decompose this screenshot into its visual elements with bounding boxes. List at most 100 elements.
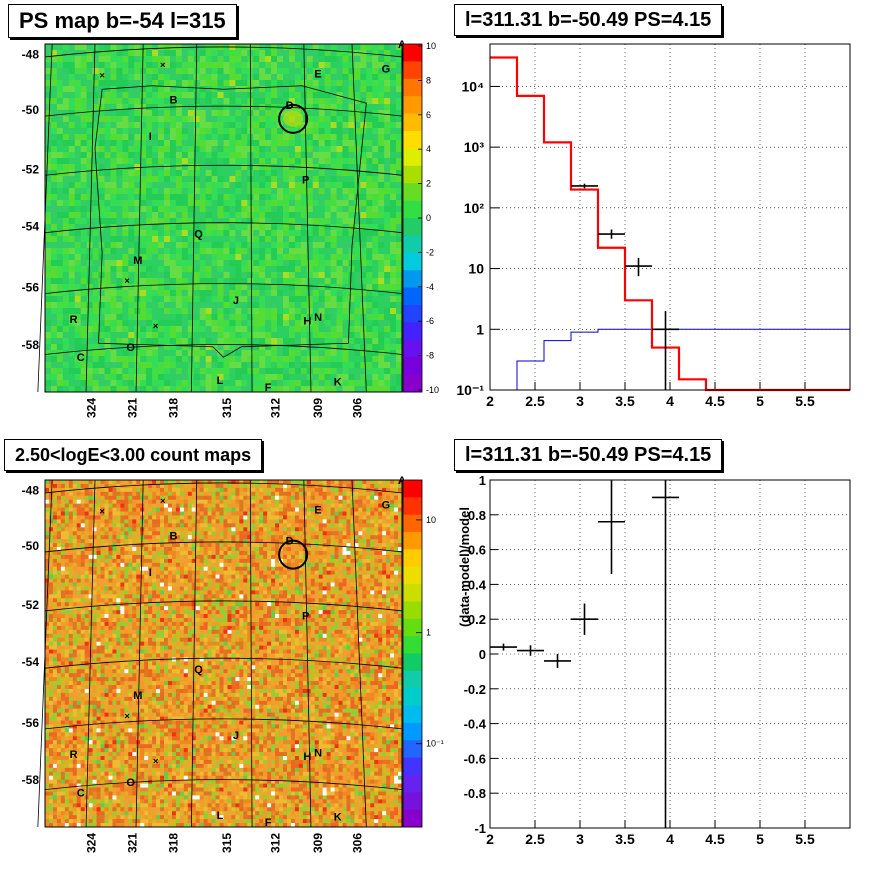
lat-tick-label: -48	[22, 483, 40, 497]
residual-x-tick-label: 3.5	[615, 831, 635, 847]
source-label-N: N	[314, 312, 322, 324]
colorbar-tick-label: 10	[426, 515, 436, 525]
residual-y-tick-label: -1	[474, 821, 486, 836]
count-graticule-lat	[44, 657, 403, 669]
residual-graticule-lon	[303, 43, 312, 393]
source-label-L: L	[217, 375, 224, 387]
residual-colorbar-bin	[403, 96, 422, 115]
spectrum-y-tick-label: 10³	[464, 139, 485, 155]
source-label-G: G	[382, 63, 391, 75]
colorbar-tick-label: -4	[426, 282, 434, 292]
lon-tick-label: 312	[268, 833, 282, 853]
source-label-N: N	[314, 747, 322, 759]
lat-tick-label: -52	[22, 162, 40, 176]
residual-colorbar-bin	[403, 113, 422, 132]
source-label-Q: Q	[194, 664, 203, 676]
source-marker	[153, 323, 159, 329]
source-label-E: E	[314, 504, 321, 516]
source-label-I: I	[149, 567, 152, 579]
residual-colorbar-bin	[403, 252, 422, 271]
lat-tick-label: -56	[22, 716, 40, 730]
residual-colorbar-bin	[403, 305, 422, 323]
lon-tick-label: 315	[220, 398, 234, 418]
roi-outline	[94, 85, 367, 358]
source-marker	[160, 498, 166, 504]
spectrum-x-tick-label: 2	[486, 393, 494, 409]
count-colorbar-bin	[403, 792, 422, 811]
source-label-M: M	[133, 690, 142, 702]
lat-tick-label: -54	[22, 220, 40, 234]
spectrum-y-tick-label: 10⁻¹	[456, 382, 484, 398]
residual-point	[598, 480, 625, 574]
residual-colorbar-bin	[403, 357, 422, 376]
residual-graticule-lat	[44, 222, 403, 234]
residual-graticule-lon	[351, 43, 367, 393]
count-colorbar-frame	[402, 479, 423, 828]
count-colorbar-bin	[403, 514, 422, 533]
count-colorbar-bin	[403, 584, 422, 602]
residual-point	[490, 643, 517, 651]
lon-tick-label: 315	[220, 833, 234, 853]
source-label-L: L	[217, 810, 224, 822]
count-colorbar-bin	[403, 480, 422, 498]
residual-y-tick-label: -0.8	[464, 786, 486, 801]
source-label-D: D	[286, 536, 294, 548]
residual-point	[652, 480, 679, 828]
residual-colorbar-bin	[403, 235, 422, 254]
residual-colorbar-bin	[403, 270, 422, 289]
count-map-pixels	[45, 480, 403, 828]
residual-colorbar-bin	[403, 218, 422, 236]
source-label-P: P	[302, 610, 309, 622]
lon-tick-label: 321	[125, 833, 139, 853]
bottom-left-title: 2.50<logE<3.00 count maps	[4, 439, 263, 471]
source-circle	[278, 539, 309, 570]
source-label-R: R	[70, 749, 78, 761]
data-point	[652, 311, 679, 390]
residual-colorbar-bin	[403, 183, 422, 202]
data-point	[571, 183, 598, 189]
residual-x-tick-label: 5.5	[795, 831, 815, 847]
source-label-B: B	[170, 95, 178, 107]
colorbar-tick-label: 10	[426, 41, 436, 51]
source-label-R: R	[70, 314, 78, 326]
lon-tick-label: 321	[125, 398, 139, 418]
source-label-K: K	[334, 377, 342, 389]
lon-tick-label: 306	[350, 833, 364, 853]
count-colorbar-bin	[403, 618, 422, 637]
residual-colorbar-bin	[403, 322, 422, 341]
lon-tick-label: 309	[311, 398, 325, 418]
residual-graticule-lat	[44, 283, 403, 294]
residual-y-tick-label: 0.4	[468, 577, 487, 592]
top-right-title: l=311.31 b=-50.49 PS=4.15	[454, 4, 723, 36]
count-graticule-lat	[44, 718, 403, 730]
count-graticule-lon	[249, 479, 253, 828]
source-label-F: F	[265, 817, 272, 829]
source-label-F: F	[265, 382, 272, 394]
residual-hotspot	[283, 110, 304, 127]
residual-point	[544, 654, 571, 668]
data-point	[598, 229, 625, 239]
residual-graticule-lon	[249, 43, 253, 393]
source-label-J: J	[233, 295, 239, 307]
colorbar-tick-label: -2	[426, 247, 434, 257]
source-label-P: P	[302, 175, 309, 187]
colorbar-tick-label: 10⁻¹	[426, 739, 444, 749]
count-colorbar-bin	[403, 705, 422, 724]
residual-x-tick-label: 5	[756, 831, 764, 847]
residual-y-tick-label: -0.4	[464, 717, 487, 732]
spectrum-x-tick-label: 2.5	[525, 393, 545, 409]
count-colorbar-bin	[403, 740, 422, 759]
residual-point	[517, 645, 544, 656]
spectrum-x-tick-label: 4	[666, 393, 674, 409]
residual-graticule-lat	[44, 46, 403, 58]
lat-tick-label: -52	[22, 598, 40, 612]
residual-y-tick-label: 1	[479, 473, 486, 488]
background-model-line	[516, 328, 850, 390]
count-colorbar-bin	[403, 688, 422, 707]
colorbar-tick-label: -10	[426, 385, 439, 395]
lat-tick-label: -58	[22, 773, 40, 787]
lat-tick-label: -50	[22, 539, 40, 553]
residual-x-tick-label: 4.5	[705, 831, 725, 847]
lon-tick-label: 324	[84, 833, 98, 853]
residual-y-axis-label: (data-model)/model	[457, 507, 472, 627]
